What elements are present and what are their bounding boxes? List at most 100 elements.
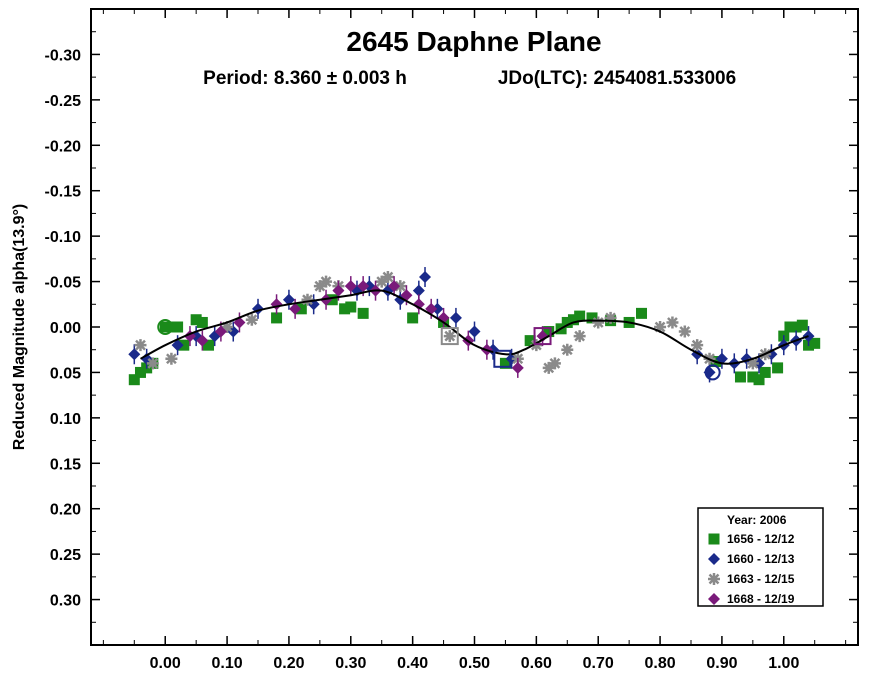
- y-axis-label: Reduced Magnitude alpha(13.9°): [11, 204, 28, 450]
- data-point-series-1: [636, 307, 648, 319]
- y-tick-label: -0.15: [45, 184, 82, 201]
- data-point-series-3: [320, 275, 333, 288]
- data-point-series-3: [604, 311, 617, 324]
- data-point-series-3: [443, 330, 456, 343]
- y-tick-label: -0.20: [45, 138, 82, 155]
- y-tick-label: 0.20: [50, 502, 81, 519]
- data-point-series-3: [134, 339, 147, 352]
- data-point-series-1: [271, 312, 283, 324]
- y-axis: -0.30 -0.25 -0.20 -0.15 -0.10 -0.05 0.00 0.05 0.…: [45, 31, 858, 623]
- data-point-series-3: [678, 325, 691, 338]
- data-point-series-3: [221, 321, 234, 333]
- y-tick-label: -0.10: [45, 229, 82, 246]
- data-point-series-2: [431, 302, 444, 315]
- data-point-series-1: [172, 321, 184, 333]
- fit-curve: [140, 289, 809, 365]
- data-point-series-3: [381, 271, 394, 284]
- y-tick-label: 0.15: [50, 456, 81, 473]
- data-point-series-1: [734, 371, 746, 383]
- data-point-series-4: [344, 280, 357, 293]
- x-tick-label: 0.30: [335, 655, 366, 672]
- y-tick-label: -0.25: [45, 93, 82, 110]
- reference-square: [493, 349, 512, 368]
- data-point-series-2: [128, 348, 141, 361]
- y-tick-label: 0.05: [50, 365, 81, 382]
- data-point-series-3: [245, 313, 258, 326]
- x-tick-label: 0.10: [212, 655, 243, 672]
- data-point-series-4: [388, 280, 401, 293]
- data-point-series-4: [196, 334, 209, 347]
- data-point-series-1: [357, 307, 369, 319]
- y-tick-label: 0.30: [50, 593, 81, 610]
- data-point-series-2: [412, 284, 425, 297]
- legend-box: [697, 507, 824, 607]
- x-tick-label: 0.70: [583, 655, 614, 672]
- x-tick-label: 0.80: [644, 655, 675, 672]
- data-point-series-3: [573, 330, 586, 343]
- data-point-series-4: [412, 298, 425, 311]
- data-point-series-2: [171, 339, 184, 352]
- data-point-series-3: [561, 343, 574, 356]
- data-point-series-3: [548, 357, 561, 370]
- data-point-series-1: [772, 362, 784, 374]
- legend-label: 1668 - 12/19: [727, 592, 795, 606]
- data-point-series-1: [759, 366, 771, 378]
- data-point-series-3: [654, 321, 667, 333]
- legend-marker-1: [708, 533, 720, 545]
- legend-label: 1660 - 12/13: [727, 552, 795, 566]
- data-point-series-2: [468, 325, 481, 338]
- data-point-series-3: [146, 357, 159, 370]
- x-tick-label: 0.00: [150, 655, 181, 672]
- data-point-series-1: [128, 374, 140, 386]
- data-point-series-3: [313, 280, 326, 293]
- data-point-series-1: [345, 301, 357, 313]
- data-point-series-3: [592, 316, 605, 329]
- y-tick-label: 0.00: [50, 320, 81, 337]
- data-point-series-4: [214, 325, 227, 338]
- data-point-series-3: [666, 316, 679, 329]
- reference-markers: [157, 319, 721, 381]
- data-point-series-3: [530, 339, 543, 352]
- legend-marker-2: [708, 553, 720, 565]
- legend-label: 1663 - 12/15: [727, 572, 795, 586]
- data-point-series-4: [400, 289, 413, 302]
- x-tick-label: 0.40: [397, 655, 428, 672]
- data-point-series-1: [196, 316, 208, 328]
- data-point-series-1: [407, 312, 419, 324]
- x-tick-label: 1.00: [768, 655, 799, 672]
- reference-square: [533, 327, 552, 346]
- data-point-series-2: [419, 271, 432, 284]
- data-point-series-4: [536, 330, 549, 343]
- legend-marker-4: [708, 593, 720, 605]
- legend-title: Year: 2006: [727, 513, 787, 527]
- x-tick-label: 0.50: [459, 655, 490, 672]
- data-point-series-4: [332, 284, 345, 297]
- data-point-series-3: [691, 339, 704, 352]
- epoch-label: JDo(LTC): 2454081.533006: [498, 68, 736, 89]
- data-point-series-1: [796, 319, 808, 331]
- chart-title: 2645 Daphne Plane: [346, 26, 601, 57]
- data-point-series-3: [165, 352, 178, 365]
- data-point-series-3: [542, 361, 555, 374]
- y-tick-label: -0.30: [45, 47, 82, 64]
- x-tick-label: 0.60: [521, 655, 552, 672]
- reference-circle: [704, 364, 721, 381]
- x-tick-label: 0.20: [273, 655, 304, 672]
- period-label: Period: 8.360 ± 0.003 h: [203, 68, 407, 89]
- legend: Year: 2006 1656 - 12/12 1660 - 12/13 1663 …: [697, 507, 824, 607]
- data-point-series-3: [375, 275, 388, 288]
- data-point-series-1: [574, 310, 586, 322]
- data-point-series-4: [289, 302, 302, 315]
- x-axis: 0.00 0.10 0.20 0.30 0.40 0.50 0.60 0.70 0.80 0.90…: [102, 9, 847, 672]
- data-point-series-4: [511, 361, 524, 374]
- data-point-series-1: [809, 337, 821, 349]
- data-point-series-3: [301, 293, 314, 306]
- data-point-series-1: [753, 374, 765, 386]
- reference-square: [440, 327, 459, 346]
- data-point-series-3: [746, 357, 759, 370]
- y-tick-label: -0.05: [45, 275, 82, 292]
- x-tick-label: 0.90: [706, 655, 737, 672]
- data-point-series-2: [449, 311, 462, 324]
- data-point-series-3: [394, 280, 407, 293]
